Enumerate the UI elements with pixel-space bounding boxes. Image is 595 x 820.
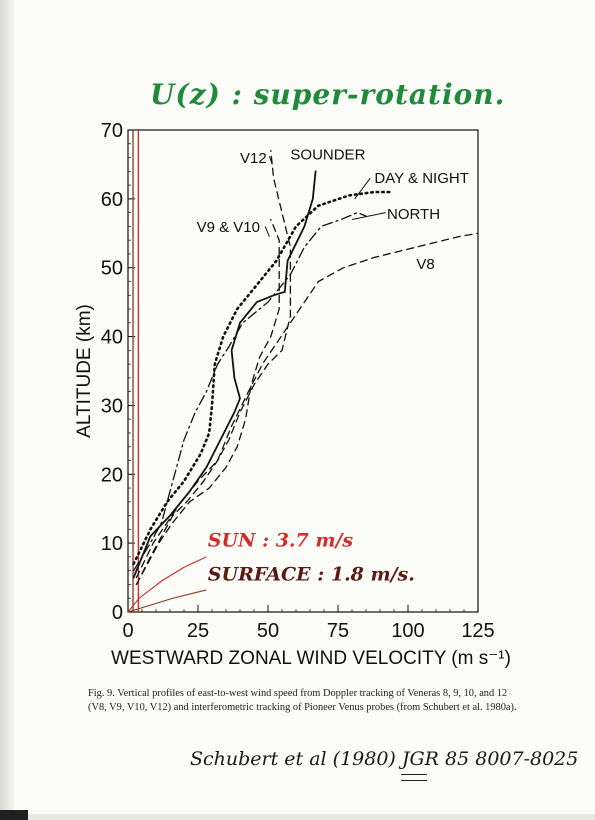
x-axis-label: WESTWARD ZONAL WIND VELOCITY (m s⁻¹) [111, 648, 511, 669]
wind-profile-chart: 0 25 50 75 100 125 0 10 20 30 40 50 60 70 WESTWARD ZON… [74, 120, 511, 669]
series-line [132, 190, 393, 566]
reference-double-underline [401, 774, 427, 781]
handwritten-title: U(z) : super-rotation. [150, 78, 506, 111]
annotation-leader [351, 212, 386, 221]
series-line [135, 150, 292, 586]
series-annotation: DAY & NIGHT [374, 170, 468, 187]
reference-profile [127, 589, 207, 613]
x-tick-label: 100 [391, 620, 424, 642]
y-tick-label: 60 [101, 189, 123, 211]
sun-label: SUN : 3.7 m/s [208, 530, 354, 552]
x-tick-label: 0 [122, 620, 133, 642]
reference-profile [127, 556, 207, 613]
handwritten-reference: Schubert et al (1980) JGR 85 8007-8025 [190, 748, 579, 770]
series-line [135, 218, 280, 586]
series-annotation: NORTH [387, 206, 440, 223]
y-tick-label: 40 [101, 327, 123, 349]
annotation-leader [268, 156, 273, 165]
y-axis-label: ALTITUDE (km) [74, 304, 95, 438]
series-annotation: SOUNDER [290, 147, 365, 164]
corner-mark [0, 810, 28, 820]
series-annotation: V12 [240, 150, 267, 167]
surface-label: SURFACE : 1.8 m/s. [208, 563, 415, 585]
x-tick-label: 125 [461, 620, 494, 642]
y-tick-label: 0 [112, 602, 123, 624]
y-tick-label: 50 [101, 258, 123, 280]
series-line [135, 232, 479, 579]
x-tick-label: 75 [327, 620, 349, 642]
page-edge-shadow [0, 0, 14, 820]
y-tick-label: 70 [101, 120, 123, 142]
y-tick-label: 10 [101, 533, 123, 555]
figure-caption: Fig. 9. Vertical profiles of east-to-wes… [88, 688, 517, 713]
annotation-leader [264, 226, 270, 237]
y-tick-label: 30 [101, 395, 123, 417]
x-tick-label: 50 [257, 620, 279, 642]
x-tick-label: 25 [187, 620, 209, 642]
annotation-leader [354, 177, 371, 200]
page-bottom-edge [0, 814, 595, 820]
series-annotation: V8 [416, 256, 434, 273]
plot-frame [127, 129, 479, 613]
series-annotation: V9 & V10 [197, 219, 260, 236]
series-line [132, 211, 367, 572]
y-tick-label: 20 [101, 464, 123, 486]
